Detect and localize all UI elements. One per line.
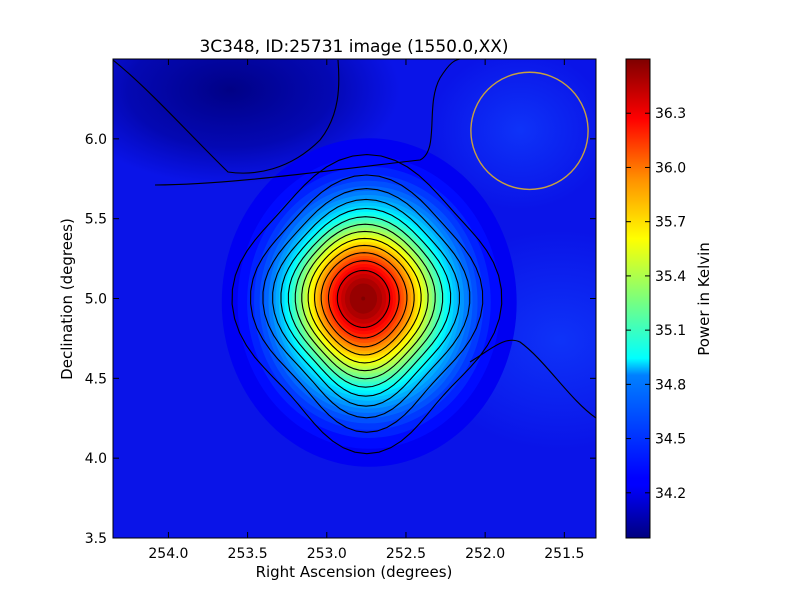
contour-line	[336, 269, 391, 328]
contour-line	[314, 244, 415, 356]
colorbar-tick-label: 36.0	[655, 160, 686, 176]
y-tick-label: 6.0	[85, 132, 107, 148]
y-axis-label: Declination (degrees)	[58, 218, 76, 380]
contour-low-top	[113, 59, 340, 174]
colorbar-ticks: 34.2 34.5 34.8 35.1 35.4 35.7 36.0 36.3	[626, 106, 686, 502]
x-tick-label: 252.0	[465, 546, 505, 562]
x-tick-label: 251.5	[544, 546, 584, 562]
x-tick-label: 253.0	[307, 546, 347, 562]
contour-line	[307, 237, 422, 364]
contour-line	[262, 188, 471, 419]
contour-line	[280, 207, 452, 397]
colorbar-frame	[625, 58, 651, 539]
y-tick-label: 4.0	[85, 451, 107, 467]
colorbar-tick-label: 35.1	[655, 323, 686, 339]
colorbar-tick-label: 35.7	[655, 215, 686, 231]
y-tick-label: 5.0	[85, 292, 107, 308]
x-tick-label: 252.5	[386, 546, 426, 562]
contour-line	[231, 153, 503, 455]
colorbar-tick-label: 36.3	[655, 106, 686, 122]
contour-line	[250, 174, 484, 433]
contour-lines	[231, 153, 503, 455]
colorbar	[626, 59, 650, 538]
colorbar-tick-label: 34.5	[655, 432, 686, 448]
beam-circle	[470, 71, 589, 191]
y-axis-ticks: 3.5 4.0 4.5 5.0 5.5 6.0	[85, 132, 596, 547]
contour-low-right	[469, 339, 596, 419]
contour-line	[287, 216, 444, 388]
contour-line	[320, 252, 408, 348]
x-tick-label: 254.0	[148, 546, 188, 562]
heat-layer	[361, 296, 366, 301]
y-tick-label: 5.5	[85, 212, 107, 228]
contour-line	[327, 260, 400, 339]
contour-line	[272, 198, 460, 407]
colorbar-tick-label: 34.8	[655, 377, 686, 393]
colorbar-label: Power in Kelvin	[695, 242, 713, 356]
x-axis-label: Right Ascension (degrees)	[256, 563, 453, 581]
contour-line	[301, 230, 429, 372]
x-axis-ticks: 254.0 253.5 253.0 252.5 252.0 251.5	[148, 59, 584, 562]
bright-region-top	[430, 59, 596, 210]
y-tick-label: 3.5	[85, 531, 107, 547]
chart-title: 3C348, ID:25731 image (1550.0,XX)	[199, 37, 508, 57]
y-tick-label: 4.5	[85, 371, 107, 387]
contour-low-mid	[154, 59, 461, 186]
colorbar-tick-label: 35.4	[655, 269, 686, 285]
contour-line	[294, 223, 436, 380]
x-tick-label: 253.5	[228, 546, 268, 562]
plot-area	[113, 59, 596, 538]
colorbar-tick-label: 34.2	[655, 486, 686, 502]
